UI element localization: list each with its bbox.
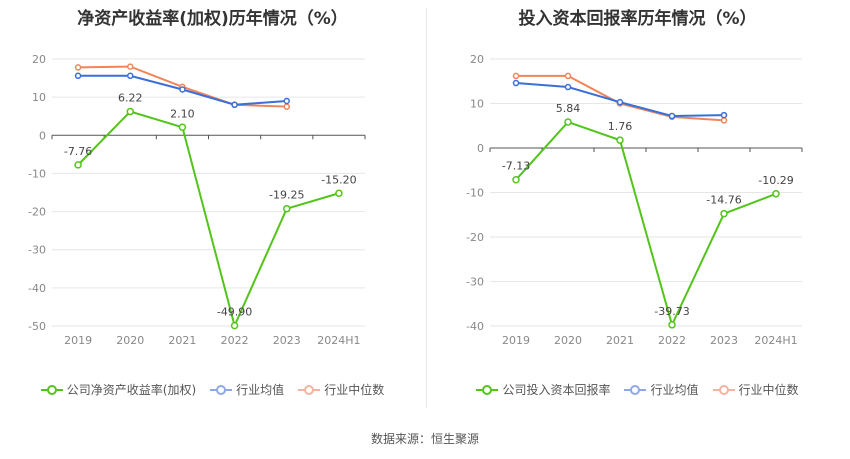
y-tick-label: 0 <box>477 142 484 155</box>
data-point-avg <box>283 97 290 105</box>
data-label: -15.20 <box>321 173 356 186</box>
roic-chart-plot: 20 10 0 -10 -20 -30 -40 2019 2020 2021 2022 2023 202… <box>466 53 803 347</box>
y-tick-label: -40 <box>28 282 46 295</box>
legend-item-company[interactable]: 公司净资产收益率(加权) <box>40 381 197 398</box>
chart-title: 投入资本回报率历年情况（%） <box>518 9 757 29</box>
data-point-avg <box>616 98 624 106</box>
data-label: -7.76 <box>64 145 92 158</box>
chart-legend: 公司净资产收益率(加权) 行业均值 行业中位数 <box>0 381 425 398</box>
chart-title: 净资产收益率(加权)历年情况（%） <box>77 9 348 29</box>
data-point-avg <box>127 72 134 80</box>
x-tick-label: 2020 <box>116 334 144 347</box>
legend-item-avg[interactable]: 行业均值 <box>210 381 284 398</box>
legend-label: 行业中位数 <box>324 383 385 397</box>
data-point-median <box>512 72 520 80</box>
legend-item-median[interactable]: 行业中位数 <box>712 381 799 398</box>
x-tick-label: 2024H1 <box>754 334 797 347</box>
y-tick-label: -20 <box>466 231 484 244</box>
y-tick-label: -50 <box>28 320 46 333</box>
data-point-company <box>720 209 728 218</box>
data-label: -39.73 <box>654 305 689 318</box>
data-point-median <box>720 117 728 124</box>
data-label: 5.84 <box>556 102 581 115</box>
data-label: -7.13 <box>502 160 530 173</box>
legend-item-company[interactable]: 公司投入资本回报率 <box>476 381 610 398</box>
legend-marker-median <box>712 384 735 395</box>
x-tick-label: 2019 <box>64 334 92 347</box>
data-point-median <box>283 103 290 110</box>
data-point-avg <box>74 72 82 80</box>
data-label: 1.76 <box>608 120 633 133</box>
data-label: 6.22 <box>118 92 143 105</box>
y-tick-label: -10 <box>28 167 46 180</box>
data-label: -19.25 <box>269 189 304 202</box>
data-label: -14.76 <box>706 194 741 207</box>
x-tick-label: 2023 <box>710 334 738 347</box>
x-tick-label: 2021 <box>606 334 634 347</box>
data-point-company <box>126 107 134 116</box>
legend-marker-company <box>476 384 499 395</box>
data-point-company <box>772 190 780 198</box>
data-point-median <box>74 64 82 71</box>
data-point-avg <box>179 86 186 93</box>
data-point-company <box>564 118 572 126</box>
x-tick-label: 2024H1 <box>317 334 360 347</box>
x-tick-label: 2022 <box>221 334 249 347</box>
legend-label: 行业均值 <box>650 383 699 397</box>
series-line-company <box>77 110 340 329</box>
legend-label: 公司净资产收益率(加权) <box>66 383 197 397</box>
roic-chart-panel: 投入资本回报率历年情况（%） 20 10 0 -10 -20 -30 -40 2019 2020… <box>425 0 850 410</box>
legend-label: 行业均值 <box>236 383 285 397</box>
y-tick-label: 20 <box>32 53 46 66</box>
data-point-company <box>668 321 676 329</box>
legend-item-avg[interactable]: 行业均值 <box>624 381 699 398</box>
y-tick-label: 10 <box>470 98 484 111</box>
x-tick-label: 2019 <box>502 334 530 347</box>
x-tick-label: 2021 <box>168 334 196 347</box>
series-line-company <box>515 120 777 328</box>
legend-marker-company <box>40 384 63 395</box>
data-point-company <box>74 161 82 169</box>
y-tick-label: -40 <box>466 320 484 333</box>
series-line-median <box>516 74 725 122</box>
data-label: 2.10 <box>170 107 195 120</box>
data-point-median <box>127 63 134 70</box>
legend-marker-avg <box>624 384 647 395</box>
legend-label: 行业中位数 <box>738 383 799 397</box>
roe-chart-plot: 20 10 0 -10 -20 -30 -40 -50 2019 2020 2021 2022 2023… <box>28 53 366 347</box>
chart-legend: 公司投入资本回报率 行业均值 行业中位数 <box>425 381 850 398</box>
data-point-median <box>564 72 572 80</box>
y-tick-label: 10 <box>32 91 46 104</box>
legend-marker-avg <box>210 384 233 395</box>
y-tick-label: -10 <box>466 187 484 200</box>
legend-marker-median <box>298 384 321 395</box>
legend-item-median[interactable]: 行业中位数 <box>298 381 384 398</box>
data-source-note: 数据来源：恒生聚源 <box>370 432 479 446</box>
x-tick-label: 2020 <box>554 334 582 347</box>
data-point-company <box>230 321 239 330</box>
y-tick-label: -30 <box>28 244 46 257</box>
data-label: -49.90 <box>217 306 252 319</box>
data-point-company <box>512 175 520 184</box>
data-point-avg <box>512 79 520 87</box>
data-point-company <box>178 123 187 132</box>
y-tick-label: 20 <box>470 53 484 66</box>
x-tick-label: 2022 <box>658 334 686 347</box>
data-label: -10.29 <box>758 174 793 187</box>
data-point-company <box>335 189 343 198</box>
y-tick-label: -20 <box>28 206 46 219</box>
y-tick-label: 0 <box>39 129 46 142</box>
panel-divider <box>426 8 427 408</box>
legend-label: 公司投入资本回报率 <box>502 383 611 397</box>
data-point-company <box>616 136 624 144</box>
data-point-avg <box>564 83 572 91</box>
y-tick-label: -30 <box>466 276 484 289</box>
data-point-avg <box>720 111 728 119</box>
data-point-avg <box>231 101 238 109</box>
data-point-avg <box>668 112 676 120</box>
data-point-company <box>283 204 291 213</box>
roe-chart-panel: 净资产收益率(加权)历年情况（%） 20 10 0 -10 -20 -30 -40 -50 20… <box>0 0 425 410</box>
x-tick-label: 2023 <box>273 334 301 347</box>
